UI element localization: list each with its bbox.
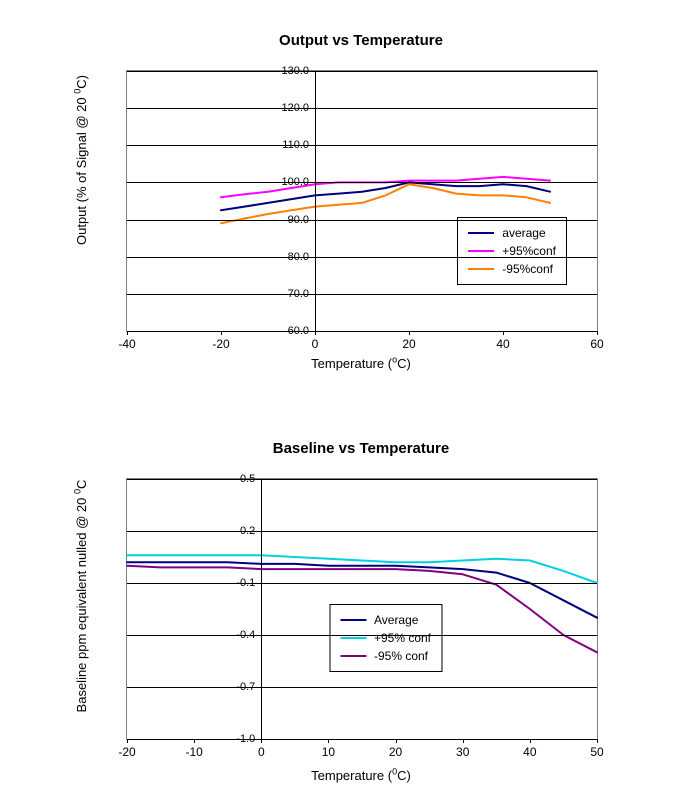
y-tick-label: 90.0: [288, 214, 309, 226]
x-tick-label: 20: [389, 739, 402, 759]
gridline-y: [127, 108, 597, 109]
x-tick-label: -20: [212, 331, 229, 351]
legend-label: average: [502, 226, 545, 240]
chart1-lines-layer: [127, 71, 597, 331]
y-tick-label: 60.0: [288, 325, 309, 337]
legend-item: +95% conf: [340, 629, 431, 647]
gridline-y: [127, 182, 597, 183]
gridline-y: [127, 635, 597, 636]
chart1-plot-area: average+95%conf-95%conf 60.070.080.090.0…: [126, 70, 598, 332]
x-tick-label: 10: [322, 739, 335, 759]
legend-item: average: [468, 224, 556, 242]
y-tick-label: 110.0: [282, 139, 309, 151]
gridline-y: [127, 294, 597, 295]
x-tick-label: 40: [523, 739, 536, 759]
legend-label: -95% conf: [374, 649, 428, 663]
x-tick-label: 0: [258, 739, 265, 759]
chart1-y-axis-title: Output (% of Signal @ 20 0C): [74, 30, 89, 290]
y-tick-label: -0.4: [236, 629, 255, 641]
chart2-plot-area: Average+95% conf-95% conf -1.0-0.7-0.4-0…: [126, 478, 598, 740]
zero-axis-vertical: [261, 479, 262, 739]
legend-swatch: [340, 637, 366, 639]
gridline-y: [127, 331, 597, 332]
gridline-y: [127, 531, 597, 532]
x-tick-label: -10: [185, 739, 202, 759]
x-tick-label: 40: [496, 331, 509, 351]
legend-item: -95% conf: [340, 647, 431, 665]
chart1-x-axis-title: Temperature (oC): [126, 356, 596, 371]
chart2-y-axis-title: Baseline ppm equivalent nulled @ 20 0C: [74, 466, 89, 726]
y-tick-label: 120.0: [281, 102, 309, 114]
gridline-y: [127, 583, 597, 584]
y-tick-label: 130.0: [281, 65, 309, 77]
x-tick-label: 50: [590, 739, 603, 759]
gridline-y: [127, 257, 597, 258]
x-tick-label: 30: [456, 739, 469, 759]
legend-swatch: [340, 655, 366, 657]
y-tick-label: 0.5: [240, 473, 255, 485]
legend-label: +95% conf: [374, 631, 431, 645]
legend-swatch: [468, 232, 494, 234]
legend-swatch: [468, 268, 494, 270]
x-tick-label: 0: [312, 331, 319, 351]
chart2-x-axis-title: Temperature (0C): [126, 768, 596, 783]
gridline-y: [127, 71, 597, 72]
y-tick-label: 80.0: [288, 251, 309, 263]
legend-swatch: [340, 619, 366, 621]
y-tick-label: -1.0: [236, 733, 255, 745]
y-tick-label: 0.2: [240, 525, 255, 537]
legend-label: -95%conf: [502, 262, 553, 276]
gridline-y: [127, 687, 597, 688]
zero-axis-vertical: [315, 71, 316, 331]
x-tick-label: 20: [402, 331, 415, 351]
chart2-legend: Average +95% conf -95% conf: [329, 604, 442, 672]
x-tick-label: -20: [118, 739, 135, 759]
legend-label: Average: [374, 613, 418, 627]
y-tick-label: -0.1: [236, 577, 255, 589]
y-tick-label: -0.7: [236, 681, 255, 693]
gridline-y: [127, 220, 597, 221]
chart1-title: Output vs Temperature: [126, 32, 596, 49]
y-tick-label: 70.0: [288, 288, 309, 300]
gridline-y: [127, 479, 597, 480]
x-tick-label: -40: [118, 331, 135, 351]
x-tick-label: 60: [590, 331, 603, 351]
legend-swatch: [468, 250, 494, 252]
legend-item: Average: [340, 611, 431, 629]
chart1-legend: average+95%conf-95%conf: [457, 217, 567, 285]
y-tick-label: 100.0: [281, 176, 309, 188]
chart2-title: Baseline vs Temperature: [126, 440, 596, 457]
gridline-y: [127, 145, 597, 146]
legend-item: -95%conf: [468, 260, 556, 278]
